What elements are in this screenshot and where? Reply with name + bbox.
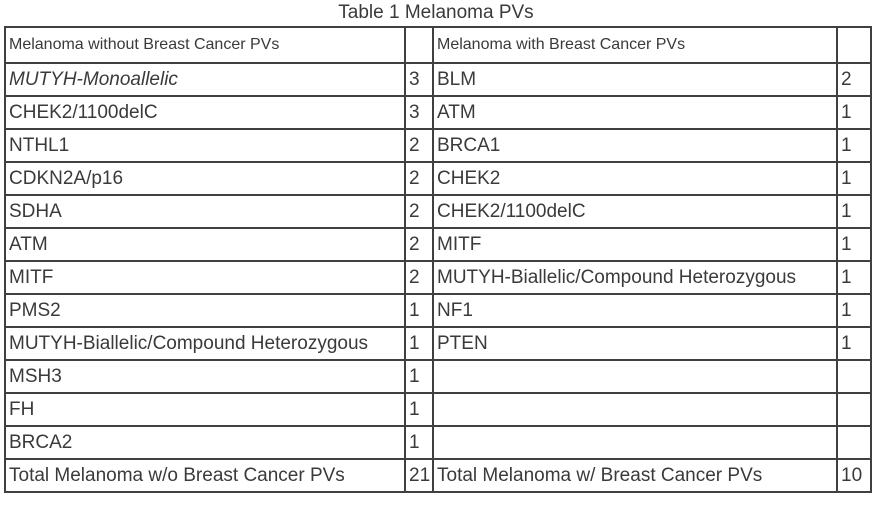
count-cell: 2 — [836, 62, 872, 97]
count-cell: 3 — [404, 95, 434, 130]
gene-cell: BRCA1 — [432, 128, 838, 163]
gene-cell: MUTYH-Biallelic/Compound Heterozygous — [4, 326, 406, 361]
gene-cell — [432, 392, 838, 427]
count-cell: 2 — [404, 128, 434, 163]
table-row: BRCA2 1 — [4, 425, 872, 460]
header-right-count-spacer — [836, 26, 872, 64]
count-cell: 1 — [836, 194, 872, 229]
gene-cell: PTEN — [432, 326, 838, 361]
gene-cell — [432, 359, 838, 394]
count-cell — [836, 425, 872, 460]
gene-cell: MUTYH-Monoallelic — [4, 62, 406, 97]
count-cell: 1 — [404, 392, 434, 427]
gene-cell: CDKN2A/p16 — [4, 161, 406, 196]
count-cell: 1 — [836, 227, 872, 262]
count-cell — [836, 359, 872, 394]
gene-cell: ATM — [4, 227, 406, 262]
table-row: MUTYH-Biallelic/Compound Heterozygous 1 … — [4, 326, 872, 361]
gene-cell: MITF — [4, 260, 406, 295]
total-label-without-bc: Total Melanoma w/o Breast Cancer PVs — [4, 458, 406, 493]
count-cell: 2 — [404, 260, 434, 295]
count-cell: 1 — [404, 359, 434, 394]
gene-cell: CHEK2/1100delC — [4, 95, 406, 130]
gene-cell: CHEK2 — [432, 161, 838, 196]
gene-cell: SDHA — [4, 194, 406, 229]
count-cell: 3 — [404, 62, 434, 97]
count-cell: 1 — [836, 161, 872, 196]
table-row: MSH3 1 — [4, 359, 872, 394]
count-cell: 2 — [404, 194, 434, 229]
count-cell: 1 — [836, 326, 872, 361]
table-row: MUTYH-Monoallelic 3 BLM 2 — [4, 62, 872, 97]
total-label-with-bc: Total Melanoma w/ Breast Cancer PVs — [432, 458, 838, 493]
total-count-with-bc: 10 — [836, 458, 872, 493]
melanoma-pv-table: Melanoma without Breast Cancer PVs Melan… — [4, 26, 872, 493]
gene-cell: ATM — [432, 95, 838, 130]
table-row: FH 1 — [4, 392, 872, 427]
table-row: CHEK2/1100delC 3 ATM 1 — [4, 95, 872, 130]
count-cell — [836, 392, 872, 427]
gene-cell: MSH3 — [4, 359, 406, 394]
gene-cell — [432, 425, 838, 460]
header-melanoma-with-bc: Melanoma with Breast Cancer PVs — [432, 26, 838, 64]
count-cell: 1 — [836, 293, 872, 328]
count-cell: 1 — [836, 128, 872, 163]
total-count-without-bc: 21 — [404, 458, 434, 493]
header-left-count-spacer — [404, 26, 434, 64]
gene-cell: MUTYH-Biallelic/Compound Heterozygous — [432, 260, 838, 295]
count-cell: 1 — [404, 326, 434, 361]
total-row: Total Melanoma w/o Breast Cancer PVs 21 … — [4, 458, 872, 493]
table-row: ATM 2 MITF 1 — [4, 227, 872, 262]
count-cell: 1 — [836, 260, 872, 295]
table-caption: Table 1 Melanoma PVs — [338, 2, 534, 23]
gene-cell: BLM — [432, 62, 838, 97]
table-row: PMS2 1 NF1 1 — [4, 293, 872, 328]
gene-cell: MITF — [432, 227, 838, 262]
count-cell: 2 — [404, 227, 434, 262]
count-cell: 1 — [836, 95, 872, 130]
table-row: MITF 2 MUTYH-Biallelic/Compound Heterozy… — [4, 260, 872, 295]
count-cell: 1 — [404, 425, 434, 460]
table-row: CDKN2A/p16 2 CHEK2 1 — [4, 161, 872, 196]
count-cell: 1 — [404, 293, 434, 328]
gene-cell: FH — [4, 392, 406, 427]
table-row: NTHL1 2 BRCA1 1 — [4, 128, 872, 163]
gene-cell: NF1 — [432, 293, 838, 328]
count-cell: 2 — [404, 161, 434, 196]
gene-cell: NTHL1 — [4, 128, 406, 163]
gene-cell: CHEK2/1100delC — [432, 194, 838, 229]
gene-cell: BRCA2 — [4, 425, 406, 460]
header-row: Melanoma without Breast Cancer PVs Melan… — [4, 26, 872, 64]
header-melanoma-without-bc: Melanoma without Breast Cancer PVs — [4, 26, 406, 64]
table-row: SDHA 2 CHEK2/1100delC 1 — [4, 194, 872, 229]
gene-cell: PMS2 — [4, 293, 406, 328]
